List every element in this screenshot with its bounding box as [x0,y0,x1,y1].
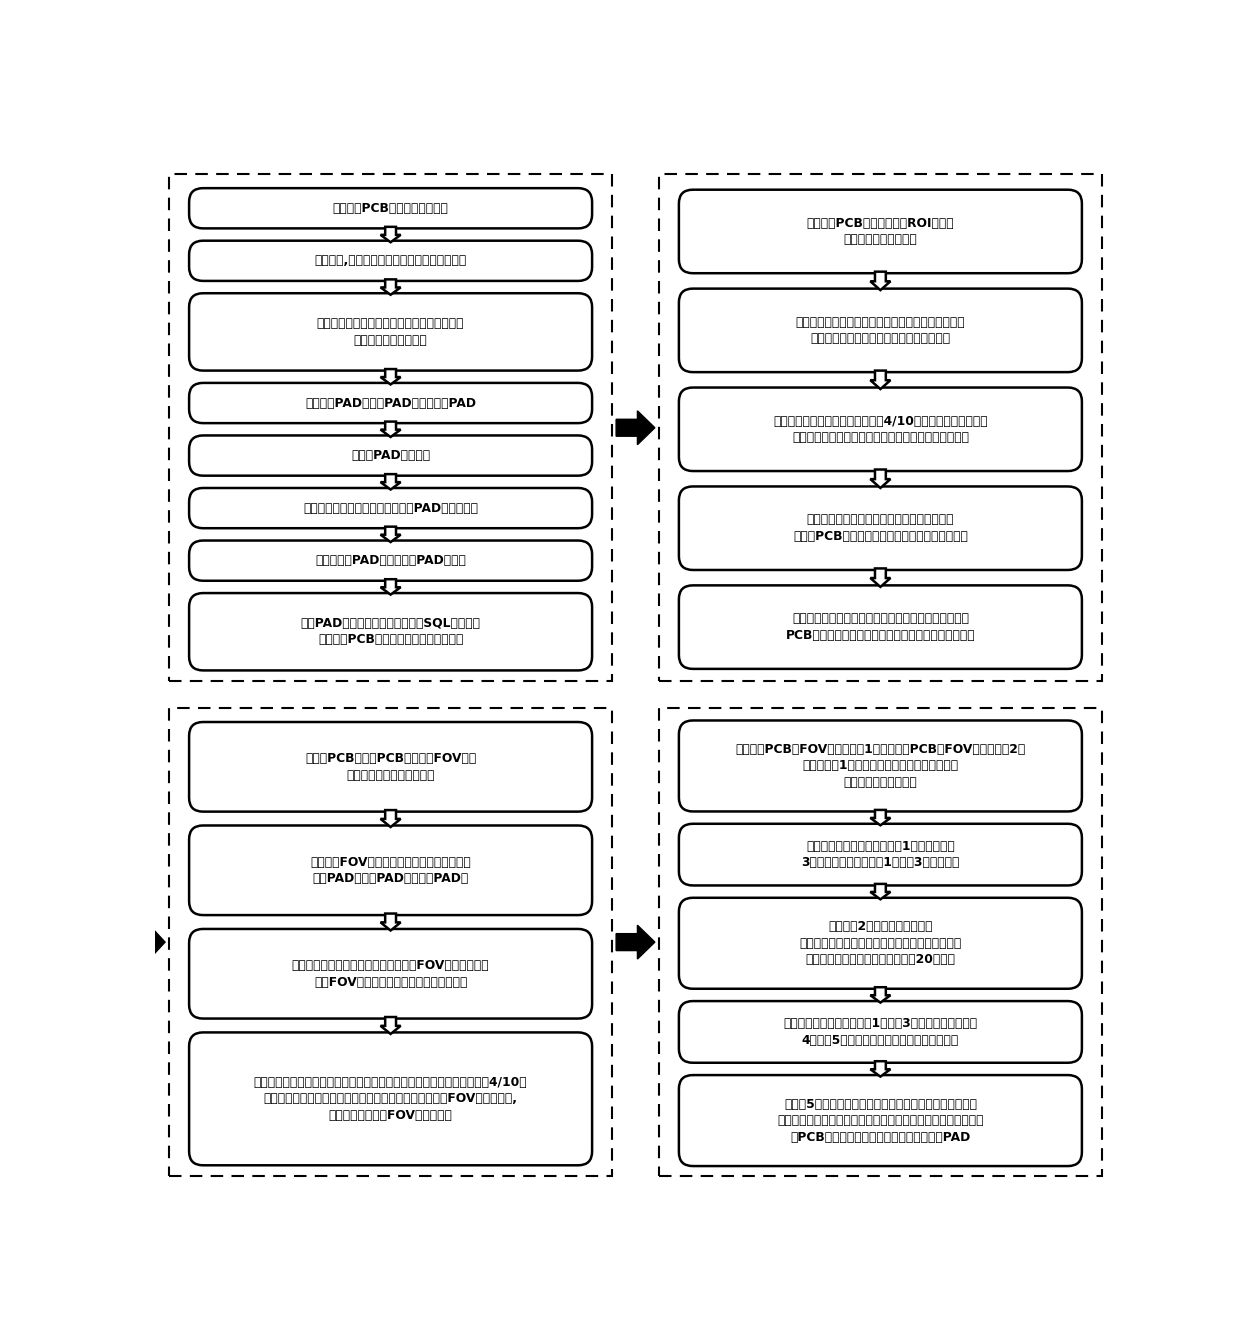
Polygon shape [381,810,401,828]
Text: 采集标准PCB整板图像并二值化: 采集标准PCB整板图像并二值化 [332,202,449,215]
FancyBboxPatch shape [188,540,593,580]
Polygon shape [381,369,401,385]
Text: 对三种PAD求其属性: 对三种PAD求其属性 [351,449,430,463]
FancyBboxPatch shape [188,241,593,281]
Polygon shape [381,421,401,437]
FancyBboxPatch shape [188,929,593,1019]
FancyBboxPatch shape [680,1001,1081,1063]
Polygon shape [130,925,165,959]
Text: 提取每个FOV的连通域并作开运算，分割得到
圆形PAD和矩形PAD以及线对PAD；: 提取每个FOV的连通域并作开运算，分割得到 圆形PAD和矩形PAD以及线对PAD… [310,856,471,885]
Polygon shape [381,1017,401,1034]
Polygon shape [381,527,401,541]
Text: 模板扩充矩形的大小在小图1和小图3抠出一样大小的小图
4和小图5后，作轮廓最差处理得到轮廓核点。: 模板扩充矩形的大小在小图1和小图3抠出一样大小的小图 4和小图5后，作轮廓最差处… [784,1017,977,1047]
Bar [169,174,613,682]
FancyBboxPatch shape [188,722,593,812]
Text: 对单个连通域和上步分割出的三种PAD做减法运算: 对单个连通域和上步分割出的三种PAD做减法运算 [303,501,479,515]
Text: 对每个连通域分别做圆形开运算和矩形开运算
以及平行线对提取运算: 对每个连通域分别做圆形开运算和矩形开运算 以及平行线对提取运算 [317,317,464,346]
Text: 得到单直线PAD和特殊异类PAD的集合: 得到单直线PAD和特殊异类PAD的集合 [315,554,466,567]
Text: 得到四个角的四个数据并作为一组模板数据，
对测试PCB板做以上重复的操作得到一组测试数据: 得到四个角的四个数据并作为一组模板数据， 对测试PCB板做以上重复的操作得到一组… [792,513,968,543]
Polygon shape [870,271,890,290]
Text: 作半径为2个像素的开运算得到
疑似缺陷点，提取连通域，并对每个连通域求最小
小外接矩形，每个矩形向四周扩充20个像素: 作半径为2个像素的开运算得到 疑似缺陷点，提取连通域，并对每个连通域求最小 小外… [800,920,961,967]
Polygon shape [616,410,655,445]
FancyBboxPatch shape [188,293,593,370]
Text: 分别计算上述分割出来的连通域在模板FOV的位置坐标、
测试FOV的位置坐标，得到图中的位置坐标: 分别计算上述分割出来的连通域在模板FOV的位置坐标、 测试FOV的位置坐标，得到… [291,959,490,988]
Polygon shape [870,884,890,900]
FancyBboxPatch shape [188,1032,593,1166]
Polygon shape [381,227,401,242]
FancyBboxPatch shape [188,488,593,528]
Polygon shape [616,925,655,959]
FancyBboxPatch shape [188,189,593,229]
Polygon shape [381,579,401,595]
Text: 分割模板PCB板FOV块得到小图1，分割待测PCB板FOV块得到小图2，
设模板小图1为模板，常规矩形区域在待测小图
中寻找模板，进行定位: 分割模板PCB板FOV块得到小图1，分割待测PCB板FOV块得到小图2， 设模板… [735,743,1025,789]
FancyBboxPatch shape [680,721,1081,812]
Text: 计算特征多边形分别在模板图中的位置坐标以及待测
图中的位置坐标，计算其行列坐标偏差求和: 计算特征多边形分别在模板图中的位置坐标以及待测 图中的位置坐标，计算其行列坐标偏… [796,316,965,345]
FancyBboxPatch shape [188,436,593,476]
Bar [658,709,1102,1177]
Text: 并计算其行列坐标偏差并求和后按从小到大的顺序排列，只保护下中间的4/10的
数据并其均方差，将和最为接近均方差的数据即作为本块FOV的标准偏差,
根据该偏移量对: 并计算其行列坐标偏差并求和后按从小到大的顺序排列，只保护下中间的4/10的 数据… [254,1076,527,1122]
Polygon shape [870,370,890,389]
Polygon shape [381,279,401,294]
FancyBboxPatch shape [188,594,593,670]
FancyBboxPatch shape [680,289,1081,372]
Text: 在待测小图上抠出和模板小图1一样大小的个
3。按下来，对模板小图1和小图3作异或处理: 在待测小图上抠出和模板小图1一样大小的个 3。按下来，对模板小图1和小图3作异或… [801,840,960,869]
FancyBboxPatch shape [680,897,1081,989]
Text: 将模板PCB和测试PCB分成若干FOV块设
定对应索引，制定对位策略: 将模板PCB和测试PCB分成若干FOV块设 定对应索引，制定对位策略 [305,753,476,782]
Text: 选择模板PCB整板四个角为ROI区域，
每个区域制定搜索策略: 选择模板PCB整板四个角为ROI区域， 每个区域制定搜索策略 [806,217,955,246]
FancyBboxPatch shape [680,190,1081,273]
Polygon shape [381,913,401,931]
Text: 各类PAD属性集合的属性，导入到SQL数据库，
作为后续PCB板缺陷点分类的标准模板。: 各类PAD属性集合的属性，导入到SQL数据库， 作为后续PCB板缺陷点分类的标准… [300,616,481,647]
FancyBboxPatch shape [680,1075,1081,1166]
Polygon shape [870,987,890,1003]
Text: 将这两组数据作为透视变换的四组对应特征点，对测试
PCB板作透视变换，得到图像为相定位得到的矫正图。: 将这两组数据作为透视变换的四组对应特征点，对测试 PCB板作透视变换，得到图像为… [786,612,975,642]
FancyBboxPatch shape [680,487,1081,570]
Text: 阈值处理,提取前景图像连通域，并计算其数量: 阈值处理,提取前景图像连通域，并计算其数量 [315,254,466,267]
FancyBboxPatch shape [680,388,1081,471]
Text: 按照从小到大的排序仅留下中间的4/10的数据并进算均方差，
将最为接近均方差的数据作为本次搜索策略的最终结果: 按照从小到大的排序仅留下中间的4/10的数据并进算均方差， 将最为接近均方差的数… [773,414,988,444]
Polygon shape [870,810,890,825]
Polygon shape [870,469,890,488]
FancyBboxPatch shape [188,825,593,915]
Polygon shape [870,568,890,587]
FancyBboxPatch shape [680,824,1081,885]
FancyBboxPatch shape [188,382,593,422]
Polygon shape [381,475,401,489]
FancyBboxPatch shape [680,586,1081,668]
Text: 得到圆形PAD、矩形PAD和平行线对PAD: 得到圆形PAD、矩形PAD和平行线对PAD [305,397,476,409]
Bar [658,174,1102,682]
Bar [169,709,613,1177]
Polygon shape [870,1062,890,1076]
Text: 在小图5上给测到的疑似缺陷点设为缺陷区域，提取该区域
的形态学特征和灰度等特征，确定缺陷块类型并提取轮廓点，比
对PCB模板创建的数据库，确定改点为哪种PAD: 在小图5上给测到的疑似缺陷点设为缺陷区域，提取该区域 的形态学特征和灰度等特征，… [777,1098,983,1143]
